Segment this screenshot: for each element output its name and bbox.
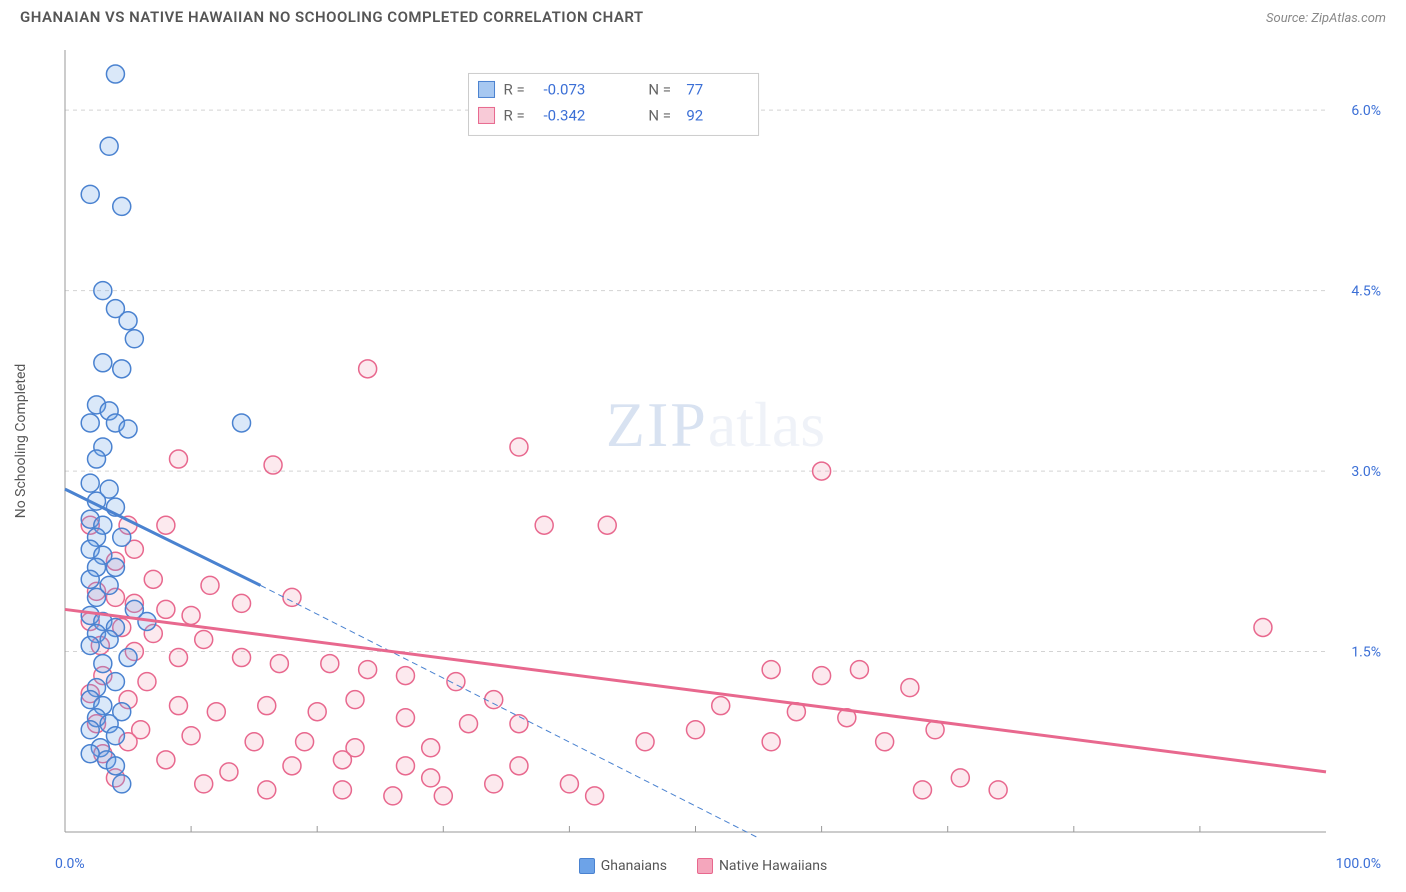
chart-title: GHANAIAN VS NATIVE HAWAIIAN NO SCHOOLING… (20, 8, 644, 26)
svg-text:6.0%: 6.0% (1351, 103, 1381, 119)
legend-item-ghanaians: Ghanaians (579, 858, 667, 874)
svg-text:N =: N = (648, 106, 671, 124)
svg-text:No Schooling Completed: No Schooling Completed (13, 364, 29, 519)
svg-text:N =: N = (648, 80, 671, 98)
legend-swatch (697, 858, 713, 874)
svg-text:-0.073: -0.073 (544, 80, 586, 98)
source-label: Source: ZipAtlas.com (1266, 11, 1386, 26)
chart-area: 1.5%3.0%4.5%6.0%No Schooling CompletedR … (45, 40, 1386, 842)
legend-label: Native Hawaiians (719, 858, 827, 874)
svg-text:1.5%: 1.5% (1351, 645, 1381, 661)
svg-text:92: 92 (686, 106, 703, 124)
svg-text:-0.342: -0.342 (544, 106, 586, 124)
legend-label: Ghanaians (601, 858, 667, 874)
legend-item-native-hawaiians: Native Hawaiians (697, 858, 827, 874)
scatter-chart: 1.5%3.0%4.5%6.0%No Schooling CompletedR … (45, 40, 1386, 842)
svg-text:77: 77 (686, 80, 703, 98)
svg-text:R =: R = (504, 80, 525, 98)
svg-text:4.5%: 4.5% (1351, 284, 1381, 300)
svg-text:R =: R = (504, 106, 525, 124)
svg-text:3.0%: 3.0% (1351, 464, 1381, 480)
legend-swatch (579, 858, 595, 874)
bottom-legend: Ghanaians Native Hawaiians (0, 858, 1406, 874)
